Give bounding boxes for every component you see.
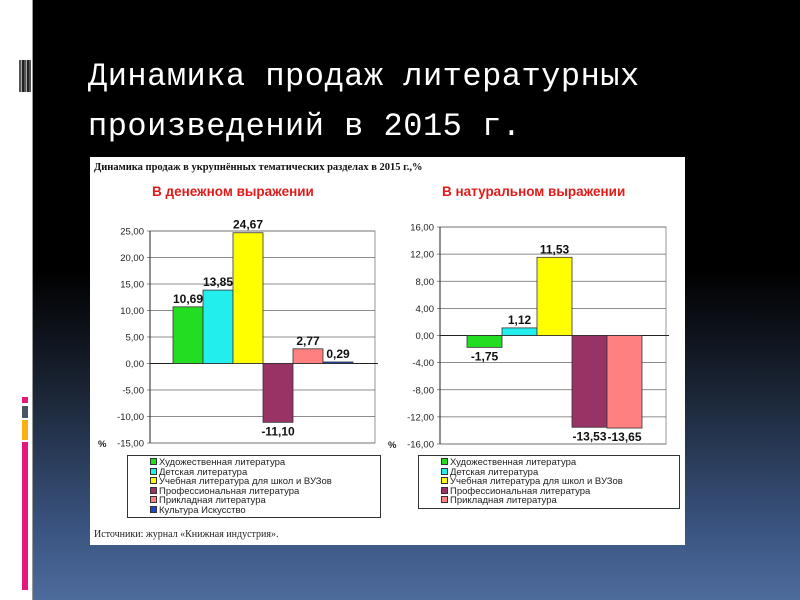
data-label: -13,65 — [607, 430, 641, 444]
y-tick-label: 0,00 — [126, 359, 145, 370]
figure-title: Динамика продаж в укрупнённых тематическ… — [94, 162, 423, 173]
data-label: 13,85 — [203, 275, 233, 289]
y-tick-label: 15,00 — [120, 280, 144, 291]
legend-swatch — [150, 496, 157, 503]
legend-swatch — [441, 477, 448, 484]
slide-title-line1: Динамика продаж литературных — [88, 58, 640, 95]
legend-label: Учебная литература для школ и ВУЗов — [450, 476, 623, 487]
legend-label: Учебная литература для школ и ВУЗов — [159, 476, 332, 487]
data-label: 11,53 — [540, 242, 570, 256]
legend-swatch — [150, 467, 157, 475]
y-tick-label: 0,00 — [416, 331, 435, 342]
slide-title-line2: произведений в 2015 г. — [88, 108, 522, 145]
legend-item: Профессиональная литература — [150, 485, 380, 497]
y-tick-label: -15,00 — [117, 439, 144, 450]
decorative-bar-pink-long — [22, 442, 28, 590]
legend-swatch — [441, 467, 448, 475]
legend-swatch — [441, 486, 448, 494]
legend-item: Профессиональная литература — [441, 485, 679, 497]
legend-label: Детская литература — [159, 466, 248, 478]
bar-1 — [172, 306, 204, 364]
decorative-stripes — [19, 60, 31, 92]
y-tick-label: 4,00 — [416, 304, 435, 315]
y-tick-label: 25,00 — [120, 227, 144, 238]
data-label: 10,69 — [173, 292, 203, 306]
bar-5 — [606, 335, 643, 429]
bar-4 — [571, 335, 608, 428]
legend-item: Прикладная литература — [441, 496, 679, 506]
legend-item: Художественная литература — [150, 458, 380, 468]
bar-2 — [202, 289, 234, 364]
y-tick-label: -8,00 — [412, 385, 434, 396]
legend-item: Культура Искусство — [150, 504, 380, 516]
legend-label: Прикладная литература — [159, 495, 266, 506]
y-tick-label: -16,00 — [407, 440, 434, 451]
chart-right-title: В натуральном выражении — [442, 184, 626, 199]
legend-label: Профессиональная литература — [159, 485, 300, 497]
bar-3 — [536, 256, 573, 336]
bar-6 — [322, 361, 354, 364]
legend-right: Художественная литература Детская литерат… — [418, 455, 680, 509]
decorative-bar-gray — [22, 406, 28, 418]
legend-swatch — [441, 458, 448, 465]
legend-label: Детская литература — [450, 466, 539, 478]
slide-title: Динамика продаж литературных произведени… — [88, 52, 640, 152]
bar-1 — [466, 335, 503, 348]
legend-label: Художественная литература — [159, 457, 286, 468]
legend-item: Детская литература — [150, 466, 380, 478]
bar-2 — [501, 327, 538, 336]
legend-left: Художественная литература Детская литерат… — [127, 455, 381, 518]
y-tick-label: -4,00 — [412, 358, 434, 369]
legend-swatch — [150, 486, 157, 494]
y-axis-unit: % — [388, 440, 397, 451]
legend-item: Учебная литература для школ и ВУЗов — [441, 477, 679, 487]
legend-swatch — [150, 458, 157, 465]
bar-3 — [232, 232, 264, 364]
figure-source: Источники: журнал «Книжная индустрия». — [94, 529, 279, 540]
decorative-bar-pink — [22, 397, 28, 403]
legend-label: Художественная литература — [450, 457, 577, 468]
y-tick-label: 10,00 — [120, 306, 144, 317]
bar-5 — [292, 348, 324, 364]
y-tick-label: 16,00 — [410, 223, 434, 234]
data-label: -1,75 — [471, 349, 499, 363]
legend-item: Прикладная литература — [150, 496, 380, 506]
legend-item: Детская литература — [441, 466, 679, 478]
legend-item: Художественная литература — [441, 458, 679, 468]
y-tick-label: 8,00 — [416, 277, 435, 288]
data-label: 0,29 — [326, 347, 350, 361]
chart-left-title: В денежном выражении — [152, 184, 314, 199]
bar-4 — [262, 363, 294, 423]
y-tick-label: -5,00 — [122, 386, 144, 397]
y-tick-label: -10,00 — [117, 412, 144, 423]
legend-label: Профессиональная литература — [450, 485, 591, 497]
data-label: -13,53 — [572, 429, 606, 443]
y-axis-unit: % — [98, 439, 107, 450]
y-tick-label: -12,00 — [407, 412, 434, 423]
legend-swatch — [150, 477, 157, 484]
data-label: -11,10 — [261, 424, 295, 438]
data-label: 24,67 — [233, 218, 263, 232]
legend-swatch — [150, 505, 157, 513]
legend-label: Культура Искусство — [159, 504, 246, 516]
y-tick-label: 20,00 — [120, 253, 144, 264]
legend-label: Прикладная литература — [450, 495, 557, 506]
decorative-bar-orange — [22, 420, 28, 440]
left-margin-strip — [0, 0, 32, 600]
data-label: 2,77 — [296, 334, 320, 348]
legend-item: Учебная литература для школ и ВУЗов — [150, 477, 380, 487]
legend-swatch — [441, 496, 448, 503]
data-label: 1,12 — [508, 313, 532, 327]
charts-svg: 25,00 20,00 15,00 10,00 5,00 0,00 -5,00 -10,00 -… — [98, 218, 669, 451]
y-tick-label: 5,00 — [126, 333, 145, 344]
y-tick-label: 12,00 — [410, 250, 434, 261]
figure-panel: Динамика продаж в укрупнённых тематическ… — [90, 157, 685, 545]
